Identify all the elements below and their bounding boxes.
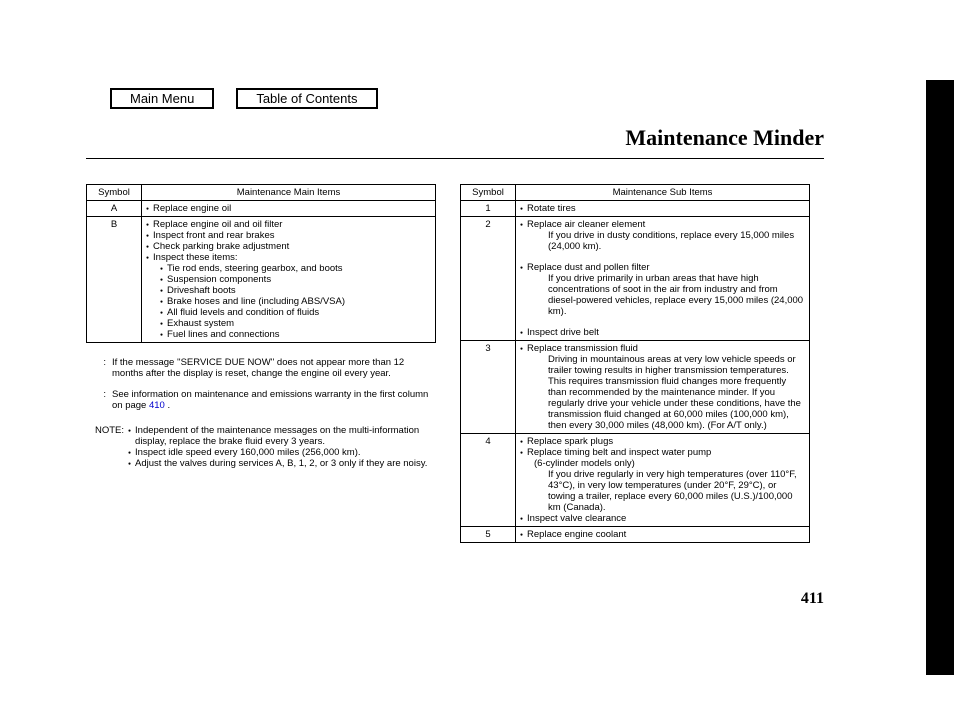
left-column: Symbol Maintenance Main Items AReplace e… [86,184,436,543]
table-cell-items: Replace air cleaner elementIf you drive … [516,217,810,341]
list-sub-item: Exhaust system [146,318,431,329]
table-cell-symbol: 4 [461,434,516,527]
list-sub-item: All fluid levels and condition of fluids [146,307,431,318]
main-header-items: Maintenance Main Items [142,185,436,201]
list-item: Replace engine coolant [520,529,805,540]
right-column: Symbol Maintenance Sub Items 1 Rotate tir… [460,184,810,543]
list-item: Replace dust and pollen filter [520,262,805,273]
list-item: (6-cylinder models only) [520,458,805,469]
list-sub-item: Tie rod ends, steering gearbox, and boot… [146,263,431,274]
list-item: If you drive in dusty conditions, replac… [520,230,805,252]
main-items-table: Symbol Maintenance Main Items AReplace e… [86,184,436,343]
note-item: Independent of the maintenance messages … [128,425,436,447]
table-cell-symbol: 1 [461,201,516,217]
list-item: Inspect front and rear brakes [146,230,431,241]
list-item: Replace transmission fluid [520,343,805,354]
side-black-bar [926,80,954,675]
page-link[interactable]: 410 [149,400,165,411]
list-sub-item: Driveshaft boots [146,285,431,296]
list-item: Driving in mountainous areas at very low… [520,354,805,431]
table-cell-symbol: B [87,217,142,343]
note-label: NOTE: [86,425,124,469]
list-item: Inspect these items: [146,252,431,263]
list-item: Replace timing belt and inspect water pu… [520,447,805,458]
page-title: Maintenance Minder [625,125,824,151]
main-menu-button[interactable]: Main Menu [110,88,214,109]
table-cell-items: Replace engine oil and oil filterInspect… [142,217,436,343]
nav-buttons: Main Menu Table of Contents [110,88,378,109]
page-number: 411 [801,590,824,608]
table-cell-symbol: 2 [461,217,516,341]
list-item: If you drive regularly in very high temp… [520,469,805,513]
table-cell-items: Replace transmission fluidDriving in mou… [516,341,810,434]
note-item: Adjust the valves during services A, B, … [128,458,436,469]
footnote-text: See information on maintenance and emiss… [112,389,436,411]
list-item: Rotate tires [520,203,805,214]
note-item: Inspect idle speed every 160,000 miles (… [128,447,436,458]
list-item: Replace air cleaner element [520,219,805,230]
main-header-symbol: Symbol [87,185,142,201]
list-sub-item: Brake hoses and line (including ABS/VSA) [146,296,431,307]
list-sub-item: Fuel lines and connections [146,329,431,340]
note-block: NOTE: Independent of the maintenance mes… [86,425,436,469]
list-item: Replace engine oil [146,203,431,214]
footnote-marker: : [86,357,106,379]
sub-items-table: Symbol Maintenance Sub Items 1 Rotate tir… [460,184,810,543]
table-cell-symbol: A [87,201,142,217]
footnote-marker: : [86,389,106,411]
table-cell-items: Replace engine oil [142,201,436,217]
footnote-text: If the message ''SERVICE DUE NOW'' does … [112,357,436,379]
list-item: Check parking brake adjustment [146,241,431,252]
table-cell-items: Replace engine coolant [516,527,810,543]
table-cell-symbol: 3 [461,341,516,434]
list-item: Replace spark plugs [520,436,805,447]
table-cell-items: Rotate tires [516,201,810,217]
table-cell-symbol: 5 [461,527,516,543]
toc-button[interactable]: Table of Contents [236,88,377,109]
content-area: Symbol Maintenance Main Items AReplace e… [86,184,810,543]
sub-header-symbol: Symbol [461,185,516,201]
list-item: Inspect drive belt [520,327,805,338]
footnotes: : If the message ''SERVICE DUE NOW'' does… [86,357,436,411]
title-rule [86,158,824,159]
list-item: If you drive primarily in urban areas th… [520,273,805,317]
list-sub-item: Suspension components [146,274,431,285]
table-cell-items: Replace spark plugsReplace timing belt a… [516,434,810,527]
sub-header-items: Maintenance Sub Items [516,185,810,201]
list-item: Inspect valve clearance [520,513,805,524]
list-item: Replace engine oil and oil filter [146,219,431,230]
